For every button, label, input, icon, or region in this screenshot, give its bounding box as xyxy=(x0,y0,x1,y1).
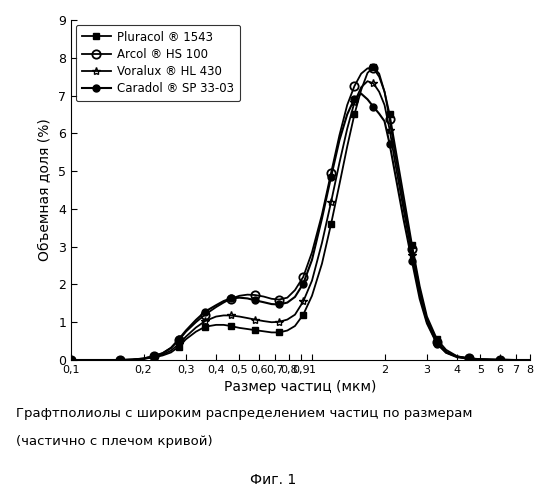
Voralux ® HL 430 xyxy=(512,357,519,363)
Voralux ® HL 430 xyxy=(193,324,199,330)
Voralux ® HL 430 xyxy=(68,357,74,363)
Caradol ® SP 33-03 xyxy=(526,357,533,363)
Line: Pluracol ® 1543: Pluracol ® 1543 xyxy=(68,64,533,363)
Arcol ® HS 100 xyxy=(228,296,234,302)
Caradol ® SP 33-03 xyxy=(228,296,234,302)
Pluracol ® 1543 xyxy=(193,328,199,334)
Pluracol ® 1543 xyxy=(376,70,382,76)
Pluracol ® 1543 xyxy=(370,64,377,70)
Voralux ® HL 430 xyxy=(364,78,371,84)
X-axis label: Размер частиц (мкм): Размер частиц (мкм) xyxy=(224,380,377,394)
Text: (частично с плечом кривой): (частично с плечом кривой) xyxy=(16,435,213,448)
Voralux ® HL 430 xyxy=(391,156,398,162)
Arcol ® HS 100 xyxy=(193,319,199,325)
Voralux ® HL 430 xyxy=(236,314,243,320)
Legend: Pluracol ® 1543, Arcol ® HS 100, Voralux ® HL 430, Caradol ® SP 33-03: Pluracol ® 1543, Arcol ® HS 100, Voralux… xyxy=(76,24,240,101)
Text: Фиг. 1: Фиг. 1 xyxy=(250,474,296,488)
Text: Графтполиолы с широким распределением частиц по размерам: Графтполиолы с широким распределением ча… xyxy=(16,408,473,420)
Voralux ® HL 430 xyxy=(228,312,234,318)
Pluracol ® 1543 xyxy=(68,357,74,363)
Arcol ® HS 100 xyxy=(391,148,398,154)
Caradol ® SP 33-03 xyxy=(236,294,243,300)
Arcol ® HS 100 xyxy=(512,357,519,363)
Line: Voralux ® HL 430: Voralux ® HL 430 xyxy=(67,77,534,364)
Line: Caradol ® SP 33-03: Caradol ® SP 33-03 xyxy=(68,90,533,363)
Arcol ® HS 100 xyxy=(364,66,371,71)
Caradol ® SP 33-03 xyxy=(512,357,519,363)
Arcol ® HS 100 xyxy=(376,74,382,80)
Caradol ® SP 33-03 xyxy=(391,168,398,173)
Arcol ® HS 100 xyxy=(68,357,74,363)
Voralux ® HL 430 xyxy=(526,357,533,363)
Pluracol ® 1543 xyxy=(228,323,234,329)
Pluracol ® 1543 xyxy=(512,357,519,363)
Arcol ® HS 100 xyxy=(236,293,243,299)
Voralux ® HL 430 xyxy=(376,89,382,95)
Caradol ® SP 33-03 xyxy=(68,357,74,363)
Pluracol ® 1543 xyxy=(526,357,533,363)
Caradol ® SP 33-03 xyxy=(358,90,364,96)
Pluracol ® 1543 xyxy=(236,325,243,331)
Pluracol ® 1543 xyxy=(391,140,398,146)
Y-axis label: Объемная доля (%): Объемная доля (%) xyxy=(39,118,52,262)
Line: Arcol ® HS 100: Arcol ® HS 100 xyxy=(67,64,534,364)
Caradol ® SP 33-03 xyxy=(193,317,199,323)
Caradol ® SP 33-03 xyxy=(376,110,382,116)
Arcol ® HS 100 xyxy=(526,357,533,363)
